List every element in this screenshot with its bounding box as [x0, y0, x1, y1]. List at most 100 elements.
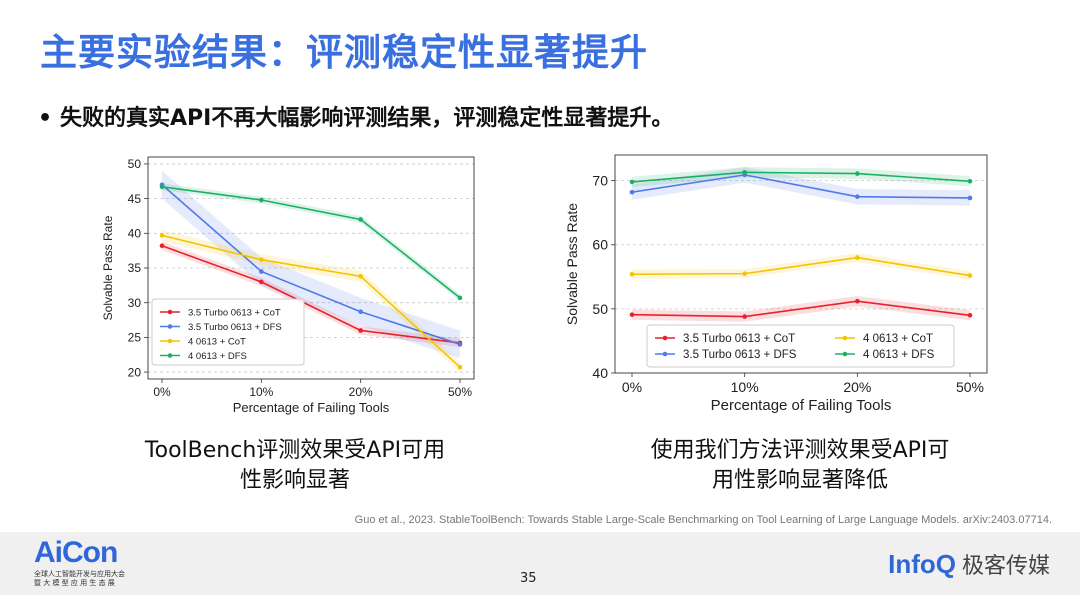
legend-swatch-marker: [662, 351, 668, 357]
data-point: [358, 217, 363, 222]
y-tick-label: 60: [592, 237, 608, 253]
series-line: [631, 300, 971, 318]
x-tick-label: 10%: [249, 385, 273, 399]
legend-swatch-marker: [662, 335, 668, 341]
data-point: [159, 243, 165, 249]
series-line: [631, 174, 971, 199]
bullet-point: • 失败的真实API不再大幅影响评测结果，评测稳定性显著提升。: [38, 100, 673, 132]
data-point: [967, 273, 973, 278]
infoq-logo-text: InfoQ: [888, 549, 956, 579]
infoq-brand: InfoQ 极客传媒: [888, 548, 1050, 580]
data-point: [358, 274, 363, 279]
footer-bar: [0, 532, 1080, 595]
data-point: [629, 189, 635, 195]
data-point: [259, 279, 264, 285]
series-band: [162, 183, 460, 302]
legend-label: 4 0613 + DFS: [863, 349, 935, 361]
caption-left-line2: 性影响显著: [239, 468, 350, 493]
bullet-text: 失败的真实API不再大幅影响评测结果，评测稳定性显著提升。: [60, 106, 674, 131]
x-tick-label: 50%: [448, 385, 472, 399]
data-point: [742, 170, 747, 175]
data-point: [855, 171, 860, 176]
data-point: [742, 271, 747, 276]
x-tick-label: 20%: [349, 385, 373, 399]
y-tick-label: 20: [128, 365, 142, 379]
data-point: [159, 184, 165, 190]
data-point: [967, 195, 973, 201]
brand-cn-text: 极客传媒: [961, 554, 1050, 579]
chart-left: 20 25 30 35 40 45 50 0% 10% 20% 50% Percentage of F…: [101, 156, 475, 415]
x-tick-label: 50%: [956, 379, 984, 395]
data-point: [629, 271, 635, 277]
series-line: [161, 245, 461, 344]
data-point: [855, 298, 860, 304]
x-tick-label: 10%: [731, 379, 759, 395]
y-tick-label: 45: [128, 192, 142, 206]
legend-label: 3.5 Turbo 0613 + DFS: [188, 322, 282, 333]
data-point: [855, 194, 860, 199]
legend-swatch-marker: [167, 309, 173, 315]
x-tick-label: 0%: [622, 379, 642, 395]
legend-label: 3.5 Turbo 0613 + CoT: [683, 333, 795, 345]
chart-right: 40 50 60 70 0% 10% 20% 50% Percentage of Failing…: [564, 154, 988, 414]
legend-label: 3.5 Turbo 0613 + DFS: [683, 349, 797, 361]
x-axis-label: Percentage of Failing Tools: [711, 397, 892, 414]
data-point: [358, 328, 363, 333]
data-point: [457, 295, 463, 301]
series-line: [631, 171, 971, 183]
x-tick-label: 0%: [153, 385, 171, 399]
data-point: [457, 342, 463, 347]
caption-right-line1: 使用我们方法评测效果受API可: [650, 438, 950, 463]
series-band: [632, 167, 970, 188]
series-band: [632, 253, 970, 281]
series-band: [162, 229, 460, 373]
series-line: [161, 186, 461, 299]
legend-swatch-marker: [167, 353, 173, 358]
y-tick-label: 40: [592, 365, 608, 381]
plot-frame: [614, 154, 988, 374]
legend-box: [151, 298, 305, 366]
aicon-logo-text: AiCon: [34, 536, 118, 569]
caption-right-line2: 用性影响显著降低: [711, 468, 888, 493]
y-tick-label: 40: [128, 227, 142, 241]
data-point: [159, 233, 165, 238]
citation: Guo et al., 2023. StableToolBench: Towar…: [354, 514, 1052, 526]
caption-right: 使用我们方法评测效果受API可 用性影响显著降低: [640, 436, 960, 496]
aicon-logo: AiCon 全球人工智能开发与应用大会 暨 大 模 型 应 用 生 态 展: [34, 536, 125, 588]
series-band: [162, 170, 460, 359]
series-line: [161, 234, 461, 368]
legend-swatch-marker: [842, 351, 848, 357]
y-tick-label: 50: [592, 301, 608, 317]
caption-left-line1: ToolBench评测效果受API可用: [144, 438, 446, 463]
data-point: [855, 255, 860, 260]
x-tick-label: 20%: [843, 379, 871, 395]
series-line: [161, 184, 461, 346]
caption-left: ToolBench评测效果受API可用 性影响显著: [140, 436, 450, 496]
y-tick-label: 30: [128, 296, 142, 310]
series-line: [631, 256, 971, 277]
y-tick-label: 50: [128, 157, 142, 171]
data-point: [259, 197, 264, 203]
page-number: 35: [520, 571, 537, 586]
data-point: [259, 257, 264, 262]
y-tick-label: 25: [128, 331, 142, 345]
legend-swatch-marker: [167, 324, 173, 329]
legend-swatch-marker: [842, 335, 848, 341]
data-point: [742, 314, 747, 319]
y-axis-label: Solvable Pass Rate: [564, 203, 580, 325]
data-point: [967, 178, 973, 184]
data-point: [259, 269, 264, 274]
data-point: [967, 312, 973, 318]
data-point: [629, 312, 635, 317]
data-point: [629, 179, 635, 185]
series-band: [162, 241, 460, 348]
x-axis-label: Percentage of Failing Tools: [233, 400, 390, 415]
legend-label: 4 0613 + CoT: [188, 336, 246, 347]
aicon-logo-sub1: 全球人工智能开发与应用大会: [34, 570, 125, 578]
y-tick-label: 35: [128, 261, 142, 275]
legend-label: 3.5 Turbo 0613 + CoT: [188, 307, 281, 318]
data-point: [457, 364, 463, 370]
aicon-logo-sub2: 暨 大 模 型 应 用 生 态 展: [34, 579, 115, 587]
legend-box: [646, 324, 955, 368]
bullet-dot: •: [38, 106, 53, 131]
